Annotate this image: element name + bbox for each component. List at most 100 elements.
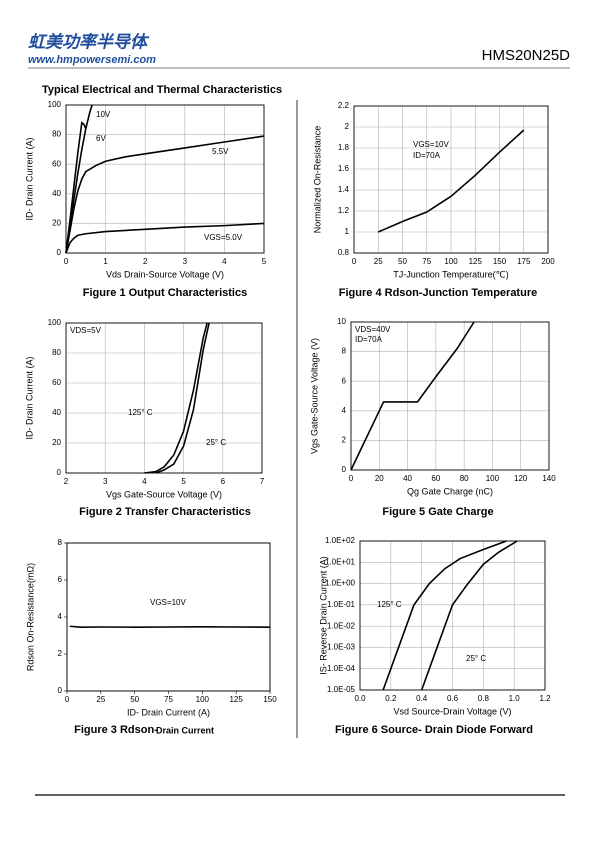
caption: Figure 3 Rdson- xyxy=(74,724,158,736)
x-tick-label: 0 xyxy=(64,257,69,266)
x-tick-label: 75 xyxy=(422,257,431,266)
y-tick-label: 1.6 xyxy=(338,164,350,173)
y-tick-label: 0 xyxy=(342,465,347,474)
x-axis-label: Vgs Gate-Source Voltage (V) xyxy=(106,489,222,499)
plot-frame xyxy=(359,540,546,691)
y-tick-label: 2 xyxy=(342,436,347,445)
plot-frame xyxy=(353,105,549,254)
y-tick-label: 20 xyxy=(52,219,61,228)
y-tick-label: 2 xyxy=(58,649,63,658)
annotation: ID=70A xyxy=(355,335,383,344)
section-title: Typical Electrical and Thermal Character… xyxy=(42,84,282,96)
y-axis-label: Rdson On-Resistance(mΩ) xyxy=(25,563,35,671)
y-tick-label: 6 xyxy=(342,376,347,385)
series-label: 10V xyxy=(96,110,111,119)
caption: Figure 5 Gate Charge xyxy=(382,506,493,518)
plot-frame xyxy=(65,104,265,254)
y-axis-label: IS- Reverse Drain Current (A) xyxy=(318,556,328,675)
y-tick-label: 4 xyxy=(342,406,347,415)
x-tick-label: 175 xyxy=(517,257,531,266)
y-tick-label: 1.4 xyxy=(338,185,350,194)
data-line xyxy=(382,540,507,691)
x-tick-label: 50 xyxy=(130,695,139,704)
y-tick-label: 1.0E+00 xyxy=(325,579,356,588)
x-tick-label: 0.6 xyxy=(447,694,459,703)
y-tick-label: 60 xyxy=(52,378,61,387)
x-axis-label: ID- Drain Current (A) xyxy=(127,707,210,717)
y-tick-label: 1.0E-03 xyxy=(327,643,356,652)
y-tick-label: 1.0E-05 xyxy=(327,685,356,694)
x-tick-label: 6 xyxy=(221,477,226,486)
data-line xyxy=(65,104,93,254)
x-tick-label: 80 xyxy=(460,474,469,483)
y-tick-label: 4 xyxy=(58,612,63,621)
caption-sub: Drain Current xyxy=(156,725,214,735)
annotation: VDS=40V xyxy=(355,325,391,334)
x-tick-label: 40 xyxy=(403,474,412,483)
y-tick-label: 0 xyxy=(57,468,62,477)
plot-area xyxy=(65,322,263,474)
x-tick-label: 25 xyxy=(374,257,383,266)
x-tick-label: 150 xyxy=(493,257,507,266)
y-tick-label: 0 xyxy=(58,686,63,695)
y-axis-label: ID- Drain Current (A) xyxy=(24,137,34,220)
data-line xyxy=(144,322,208,474)
x-tick-label: 50 xyxy=(398,257,407,266)
y-tick-label: 100 xyxy=(48,100,62,109)
x-tick-label: 140 xyxy=(542,474,556,483)
data-line xyxy=(350,321,475,471)
series-label: 5.5V xyxy=(212,147,229,156)
y-tick-label: 80 xyxy=(52,130,61,139)
x-tick-label: 4 xyxy=(222,257,227,266)
data-line xyxy=(65,121,87,254)
x-tick-label: 0.4 xyxy=(416,694,428,703)
x-tick-label: 25 xyxy=(96,695,105,704)
y-tick-label: 60 xyxy=(52,159,61,168)
y-tick-label: 0 xyxy=(57,248,62,257)
series-label: 125° C xyxy=(128,408,153,417)
y-tick-label: 1.0E-01 xyxy=(327,600,356,609)
y-axis-label: ID- Drain Current (A) xyxy=(24,356,34,439)
x-tick-label: 20 xyxy=(375,474,384,483)
y-tick-label: 1 xyxy=(345,227,350,236)
logo: 虹美功率半导体 xyxy=(28,32,150,51)
x-tick-label: 0 xyxy=(352,257,357,266)
plot-frame xyxy=(65,322,263,474)
caption: Figure 4 Rdson-Junction Temperature xyxy=(339,287,537,299)
x-tick-label: 7 xyxy=(260,477,265,486)
x-tick-label: 2 xyxy=(143,257,148,266)
y-axis-label: Vgs Gate-Source Voltage (V) xyxy=(309,338,319,454)
caption: Figure 2 Transfer Characteristics xyxy=(79,506,251,518)
x-tick-label: 125 xyxy=(229,695,243,704)
series-label: 25° C xyxy=(206,438,226,447)
x-axis-label: TJ-Junction Temperature(℃) xyxy=(393,269,508,279)
y-tick-label: 40 xyxy=(52,408,61,417)
annotation: ID=70A xyxy=(413,151,441,160)
x-tick-label: 5 xyxy=(181,477,186,486)
x-tick-label: 75 xyxy=(164,695,173,704)
y-tick-label: 1.0E-04 xyxy=(327,664,356,673)
y-tick-label: 0.8 xyxy=(338,248,350,257)
annotation: VGS=10V xyxy=(150,598,186,607)
x-tick-label: 200 xyxy=(541,257,555,266)
x-tick-label: 100 xyxy=(196,695,210,704)
x-tick-label: 150 xyxy=(263,695,277,704)
data-line xyxy=(65,135,265,254)
annotation: VDS=5V xyxy=(70,326,102,335)
y-tick-label: 2 xyxy=(345,122,350,131)
x-tick-label: 100 xyxy=(486,474,500,483)
series-label: 25° C xyxy=(466,654,486,663)
x-tick-label: 0.8 xyxy=(478,694,490,703)
plot-frame xyxy=(66,542,271,692)
data-line xyxy=(65,222,265,254)
x-tick-label: 3 xyxy=(183,257,188,266)
x-tick-label: 0 xyxy=(65,695,70,704)
y-tick-label: 1.8 xyxy=(338,143,350,152)
y-axis-label: Normalized On-Resistance xyxy=(312,126,322,234)
x-tick-label: 0.2 xyxy=(385,694,397,703)
x-tick-label: 60 xyxy=(431,474,440,483)
x-tick-label: 120 xyxy=(514,474,528,483)
data-line xyxy=(377,129,525,233)
plot-area xyxy=(350,321,550,471)
